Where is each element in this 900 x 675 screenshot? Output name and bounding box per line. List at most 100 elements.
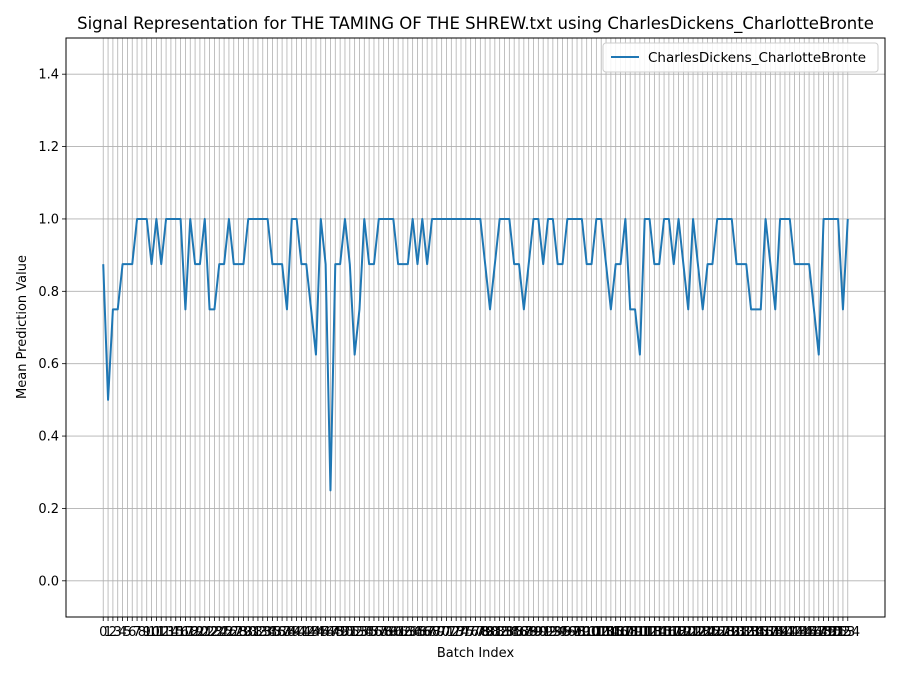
- x-tick-label: 0: [99, 625, 107, 640]
- y-tick-label: 0.0: [38, 574, 59, 589]
- x-tick-label: 36: [269, 625, 286, 640]
- x-tick-label: 16: [172, 625, 189, 640]
- x-tick-label: 145: [792, 625, 817, 640]
- x-tick-label: 118: [661, 625, 686, 640]
- x-tick-label: 100: [574, 625, 599, 640]
- x-tick-label: 69: [429, 625, 446, 640]
- x-tick-label: 132: [729, 625, 754, 640]
- x-axis-label: Batch Index: [437, 646, 515, 661]
- x-tick-label: 129: [714, 625, 739, 640]
- x-tick-label: 62: [395, 625, 412, 640]
- x-tick-label: 47: [322, 625, 339, 640]
- x-tick-label: 71: [438, 625, 455, 640]
- x-tick-label: 109: [618, 625, 643, 640]
- y-tick-label: 0.8: [38, 285, 59, 300]
- x-tick-label: 41: [293, 625, 310, 640]
- x-tick-label: 78: [472, 625, 489, 640]
- x-tick-label: 113: [637, 625, 662, 640]
- x-tick-label: 130: [719, 625, 744, 640]
- x-tick-label: 97: [564, 625, 581, 640]
- x-tick-label: 32: [250, 625, 267, 640]
- x-axis: 0123456789101112131415161718192021222324…: [99, 617, 860, 640]
- x-tick-label: 89: [525, 625, 542, 640]
- x-tick-label: 52: [346, 625, 363, 640]
- x-tick-label: 33: [254, 625, 271, 640]
- x-tick-label: 17: [177, 625, 194, 640]
- x-tick-label: 81: [487, 625, 504, 640]
- x-tick-label: 112: [632, 625, 657, 640]
- x-tick-label: 136: [748, 625, 773, 640]
- x-tick-label: 90: [530, 625, 547, 640]
- x-tick-label: 74: [453, 625, 470, 640]
- x-tick-label: 13: [158, 625, 175, 640]
- x-tick-label: 106: [603, 625, 628, 640]
- x-tick-label: 30: [240, 625, 257, 640]
- x-tick-label: 35: [264, 625, 281, 640]
- x-tick-label: 3: [114, 625, 122, 640]
- series-line-charlesdickens-charlottebronte: [102, 217, 849, 492]
- x-tick-label: 1: [104, 625, 112, 640]
- x-tick-label: 2: [109, 625, 117, 640]
- x-tick-label: 122: [681, 625, 706, 640]
- x-tick-label: 84: [501, 625, 518, 640]
- legend: CharlesDickens_CharlotteBronte: [602, 42, 879, 73]
- x-tick-label: 141: [773, 625, 798, 640]
- x-tick-label: 72: [443, 625, 460, 640]
- y-tick-label: 0.2: [38, 502, 59, 517]
- legend-box: [602, 42, 879, 73]
- x-tick-label: 80: [482, 625, 499, 640]
- series-layer: [102, 217, 849, 492]
- x-tick-label: 59: [380, 625, 397, 640]
- x-tick-label: 96: [559, 625, 576, 640]
- x-tick-label: 92: [540, 625, 557, 640]
- x-tick-label: 39: [284, 625, 301, 640]
- x-tick-label: 73: [448, 625, 465, 640]
- x-tick-label: 46: [317, 625, 334, 640]
- x-tick-label: 146: [797, 625, 822, 640]
- x-tick-label: 68: [424, 625, 441, 640]
- x-tick-label: 27: [225, 625, 242, 640]
- x-tick-label: 111: [627, 625, 652, 640]
- x-tick-label: 38: [279, 625, 296, 640]
- x-tick-label: 150: [816, 625, 841, 640]
- legend-label: CharlesDickens_CharlotteBronte: [648, 50, 866, 66]
- x-tick-label: 60: [385, 625, 402, 640]
- y-tick-label: 0.6: [38, 357, 59, 372]
- x-tick-label: 11: [148, 625, 165, 640]
- x-tick-label: 29: [235, 625, 252, 640]
- x-tick-label: 104: [594, 625, 619, 640]
- x-tick-label: 50: [337, 625, 354, 640]
- x-tick-label: 25: [216, 625, 233, 640]
- x-tick-label: 93: [545, 625, 562, 640]
- x-tick-label: 67: [419, 625, 436, 640]
- x-tick-label: 127: [705, 625, 730, 640]
- y-axis-label: Mean Prediction Value: [15, 255, 30, 399]
- x-tick-label: 79: [477, 625, 494, 640]
- x-tick-label: 94: [549, 625, 566, 640]
- x-tick-label: 95: [554, 625, 571, 640]
- x-tick-label: 63: [400, 625, 417, 640]
- x-tick-label: 51: [342, 625, 359, 640]
- x-tick-label: 142: [777, 625, 802, 640]
- x-tick-label: 143: [782, 625, 807, 640]
- x-tick-label: 56: [366, 625, 383, 640]
- x-tick-label: 18: [182, 625, 199, 640]
- x-tick-label: 121: [676, 625, 701, 640]
- x-tick-label: 83: [496, 625, 513, 640]
- x-tick-label: 19: [187, 625, 204, 640]
- x-tick-label: 140: [768, 625, 793, 640]
- x-tick-label: 144: [787, 625, 812, 640]
- x-tick-label: 128: [710, 625, 735, 640]
- x-tick-label: 86: [511, 625, 528, 640]
- x-tick-label: 77: [467, 625, 484, 640]
- x-tick-label: 134: [739, 625, 764, 640]
- x-tick-label: 45: [313, 625, 330, 640]
- x-tick-label: 114: [642, 625, 667, 640]
- x-tick-label: 42: [298, 625, 315, 640]
- x-tick-label: 55: [361, 625, 378, 640]
- x-tick-label: 87: [516, 625, 533, 640]
- x-tick-label: 108: [613, 625, 638, 640]
- x-tick-label: 124: [690, 625, 715, 640]
